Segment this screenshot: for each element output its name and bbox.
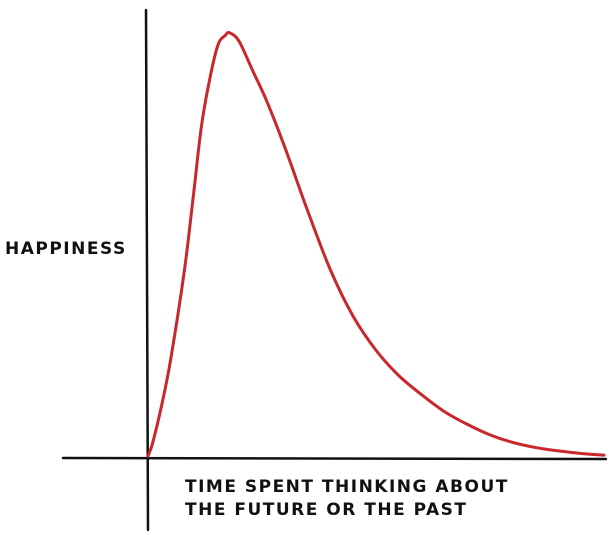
x-axis-label-line-1: TIME SPENT THINKING ABOUT xyxy=(185,477,509,497)
x-axis xyxy=(61,456,608,461)
x-axis-label-line-2: THE FUTURE OR THE PAST xyxy=(185,500,468,520)
y-axis-label: HAPPINESS xyxy=(5,239,127,259)
y-axis xyxy=(144,8,150,532)
happiness-curve xyxy=(146,30,606,458)
